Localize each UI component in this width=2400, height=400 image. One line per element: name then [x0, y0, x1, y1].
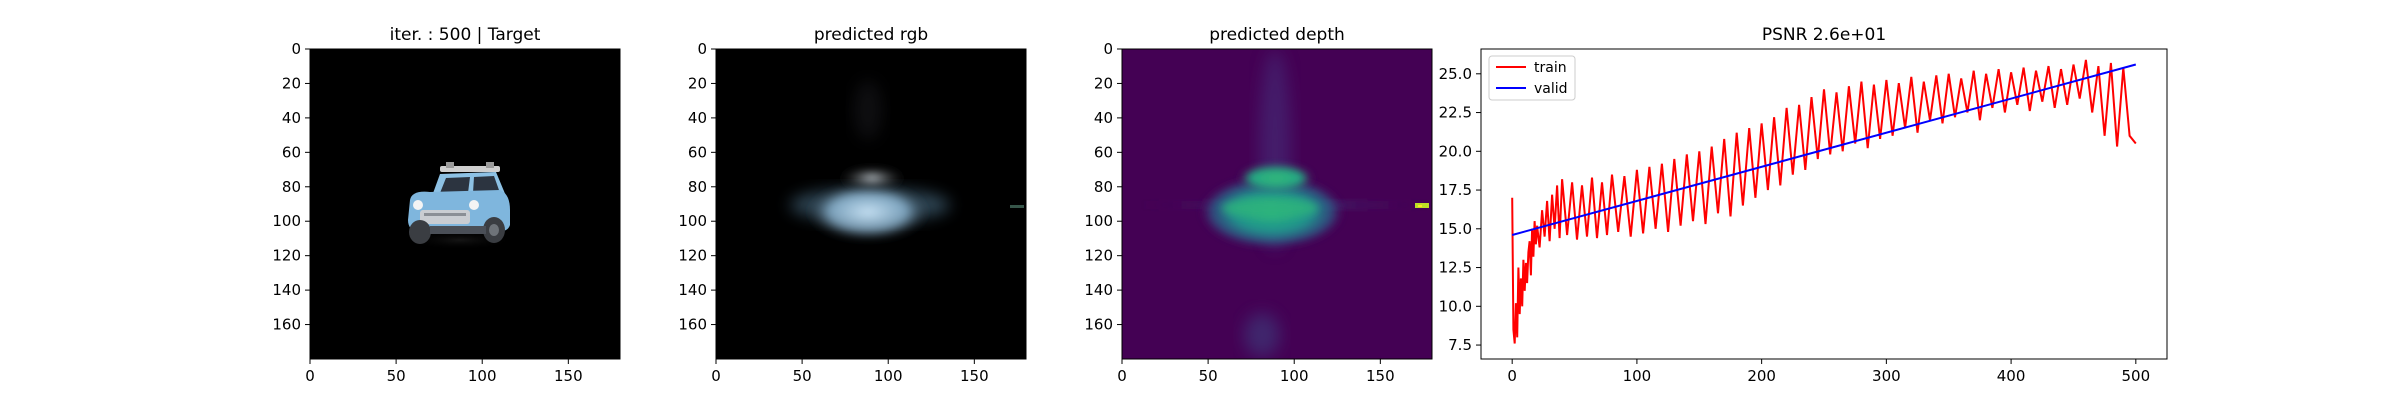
x-tick-label: 0 — [305, 367, 315, 385]
panel-target: iter. : 500 | Target — [272, 25, 621, 385]
y-tick-label: 20 — [1094, 74, 1113, 92]
y-tick-label: 12.5 — [1439, 259, 1472, 277]
depth-map-blob — [1140, 50, 1430, 357]
y-tick-label: 100 — [678, 212, 707, 230]
x-tick-label: 100 — [1280, 367, 1309, 385]
x-tick-label: 400 — [1997, 367, 2026, 385]
target-image — [310, 49, 620, 359]
rgb-frame — [715, 48, 1027, 360]
panel-predicted-depth: predicted depth 0 50 100 150 0 20 40 60 80 100 12… — [1084, 25, 1433, 385]
toy-car-illustration — [405, 162, 515, 250]
y-tick-label: 7.5 — [1448, 336, 1472, 354]
y-tick-label: 22.5 — [1439, 104, 1472, 122]
y-tick-label: 60 — [688, 143, 707, 161]
x-tick-label: 0 — [1117, 367, 1127, 385]
x-tick-label: 100 — [1623, 367, 1652, 385]
y-tick-label: 140 — [678, 281, 707, 299]
y-tick-label: 80 — [1094, 178, 1113, 196]
series-valid-line — [1511, 63, 2137, 236]
legend-train-label: train — [1534, 60, 1567, 76]
psnr-y-axis: 7.5 10.0 12.5 15.0 17.5 20.0 22.5 25.0 — [1439, 65, 1481, 354]
y-tick-label: 120 — [272, 247, 301, 265]
depth-y-axis: 0 20 40 60 80 100 120 140 160 — [1084, 40, 1122, 334]
predicted-depth-image — [1122, 49, 1432, 359]
y-tick-label: 80 — [282, 178, 301, 196]
rgb-blur-blob — [790, 80, 1024, 242]
x-tick-label: 150 — [554, 367, 583, 385]
y-tick-label: 20 — [282, 74, 301, 92]
y-tick-label: 0 — [1103, 40, 1113, 58]
y-tick-label: 17.5 — [1439, 181, 1472, 199]
x-tick-label: 500 — [2121, 367, 2150, 385]
rgb-y-axis: 0 20 40 60 80 100 120 140 160 — [678, 40, 716, 334]
x-tick-label: 50 — [1199, 367, 1218, 385]
x-tick-label: 200 — [1747, 367, 1776, 385]
panel-target-title: iter. : 500 | Target — [390, 25, 541, 45]
y-tick-label: 160 — [272, 316, 301, 334]
depth-x-axis: 0 50 100 150 — [1117, 359, 1395, 385]
predicted-rgb-image — [716, 49, 1026, 359]
y-tick-label: 160 — [1084, 316, 1113, 334]
y-tick-label: 60 — [282, 143, 301, 161]
psnr-title: PSNR 2.6e+01 — [1762, 25, 1886, 45]
psnr-legend: train valid — [1488, 55, 1576, 101]
y-tick-label: 140 — [272, 281, 301, 299]
y-tick-label: 80 — [688, 178, 707, 196]
depth-frame — [1121, 48, 1433, 360]
y-tick-label: 20 — [688, 74, 707, 92]
y-tick-label: 100 — [272, 212, 301, 230]
y-tick-label: 40 — [1094, 109, 1113, 127]
x-tick-label: 0 — [711, 367, 721, 385]
psnr-x-axis: 0 100 200 300 400 500 — [1507, 359, 2150, 385]
y-tick-label: 0 — [291, 40, 301, 58]
y-tick-label: 120 — [1084, 247, 1113, 265]
x-tick-label: 100 — [468, 367, 497, 385]
legend-valid-label: valid — [1534, 81, 1568, 97]
x-tick-label: 150 — [1366, 367, 1395, 385]
panel-rgb-title: predicted rgb — [814, 25, 928, 45]
panel-psnr: PSNR 2.6e+01 0 100 200 300 400 500 7.5 10.0 12.… — [1439, 25, 2168, 385]
x-tick-label: 100 — [874, 367, 903, 385]
x-tick-label: 50 — [793, 367, 812, 385]
x-tick-label: 50 — [387, 367, 406, 385]
y-tick-label: 20.0 — [1439, 142, 1472, 160]
panel-depth-title: predicted depth — [1209, 25, 1345, 45]
panel-predicted-rgb: predicted rgb 0 50 100 150 0 20 40 60 80 100 120 1… — [678, 25, 1027, 385]
y-tick-label: 0 — [697, 40, 707, 58]
target-frame — [309, 48, 621, 360]
rgb-x-axis: 0 50 100 150 — [711, 359, 989, 385]
y-tick-label: 60 — [1094, 143, 1113, 161]
y-tick-label: 140 — [1084, 281, 1113, 299]
target-x-axis: 0 50 100 150 — [305, 359, 583, 385]
target-y-axis: 0 20 40 60 80 100 120 140 160 — [272, 40, 310, 334]
y-tick-label: 120 — [678, 247, 707, 265]
y-tick-label: 15.0 — [1439, 220, 1472, 238]
y-tick-label: 40 — [282, 109, 301, 127]
y-tick-label: 25.0 — [1439, 65, 1472, 83]
y-tick-label: 40 — [688, 109, 707, 127]
x-tick-label: 0 — [1507, 367, 1517, 385]
y-tick-label: 10.0 — [1439, 297, 1472, 315]
x-tick-label: 300 — [1872, 367, 1901, 385]
y-tick-label: 100 — [1084, 212, 1113, 230]
x-tick-label: 150 — [960, 367, 989, 385]
y-tick-label: 160 — [678, 316, 707, 334]
psnr-frame — [1480, 48, 2168, 360]
